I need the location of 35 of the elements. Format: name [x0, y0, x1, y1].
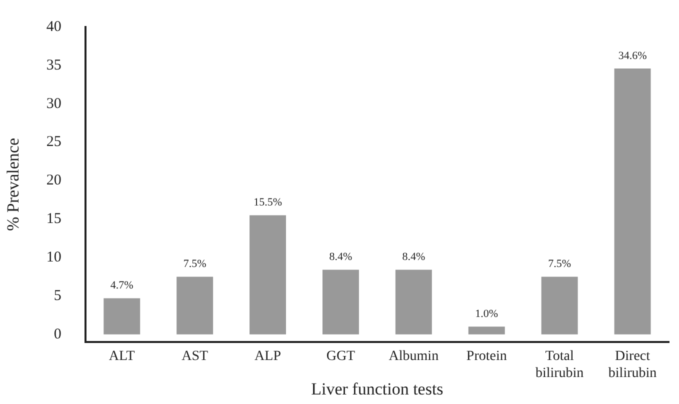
x-tick-label: GGT [326, 349, 356, 364]
bar [614, 68, 651, 334]
data-label: 8.4% [402, 251, 426, 264]
y-tick-label: 0 [54, 326, 62, 342]
x-tick-label: Protein [466, 349, 507, 364]
data-label: 34.6% [618, 50, 647, 62]
y-tick-label: 35 [46, 57, 62, 74]
x-tick-label: Direct bilirubin [608, 349, 657, 381]
data-label: 4.7% [110, 280, 134, 292]
data-label: 7.5% [548, 258, 572, 270]
y-tick-label: 20 [46, 172, 62, 189]
y-tick-label: 25 [46, 134, 62, 150]
y-tick-label: 40 [46, 18, 62, 35]
x-tick-label: ALT [108, 349, 136, 364]
y-axis-title: % Prevalence [4, 138, 23, 231]
bar [104, 298, 140, 334]
bar [468, 326, 505, 334]
data-label: 7.5% [183, 258, 206, 270]
x-tick-label: Total bilirubin [535, 349, 584, 381]
y-tick-label: 5 [54, 288, 62, 304]
bar [176, 276, 214, 334]
bar [541, 276, 578, 334]
x-axis-title: Liver function tests [311, 379, 444, 398]
y-tick-label: 10 [46, 249, 62, 266]
data-label: 1.0% [475, 308, 498, 320]
y-tick-label: 15 [46, 211, 62, 228]
bar [250, 215, 286, 334]
data-label: 8.4% [329, 251, 352, 264]
y-tick-label: 30 [46, 96, 62, 112]
bar [322, 270, 359, 334]
x-tick-label: AST [182, 349, 208, 364]
data-label: 15.5% [254, 196, 282, 209]
bar [395, 270, 432, 334]
x-tick-label: Albumin [388, 349, 439, 364]
x-tick-label: ALP [254, 349, 282, 364]
